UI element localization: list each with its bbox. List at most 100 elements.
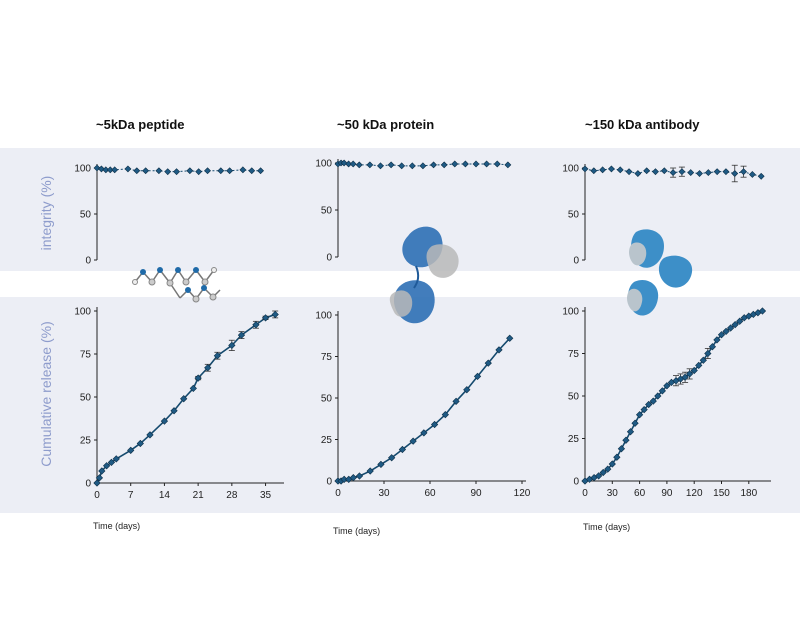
peptide-release-xtick-label: 28: [226, 490, 238, 501]
peptide-release-data-point: [194, 374, 202, 382]
protein-release-data-point: [506, 334, 514, 342]
protein-integrity-data-point: [366, 161, 374, 169]
peptide-release-data-point: [252, 321, 260, 329]
antibody-release-data-point: [686, 370, 694, 378]
antibody-release-ytick-label: 0: [573, 477, 579, 488]
peptide-integrity-data-point: [93, 164, 101, 172]
antibody-integrity-data-point: [669, 169, 677, 177]
antibody-integrity-data-point: [590, 167, 598, 175]
protein-release-series-line: [338, 337, 511, 482]
antibody-release-xtick-label: 150: [713, 488, 730, 499]
protein-release-xtick-label: 60: [424, 488, 436, 499]
antibody-release-data-point: [736, 317, 744, 325]
protein-release-data-point: [484, 359, 492, 367]
antibody-release-data-point: [631, 419, 639, 427]
x-axis-label-protein: Time (days): [333, 526, 381, 536]
antibody-integrity-data-point: [748, 171, 756, 178]
antibody-integrity-ytick-label: 0: [573, 256, 579, 267]
peptide-integrity-data-point: [204, 167, 211, 175]
antibody-release-data-point: [731, 320, 739, 329]
antibody-release-xtick-label: 30: [607, 488, 619, 499]
protein-integrity-data-point: [440, 161, 448, 169]
antibody-integrity-data-point: [687, 169, 695, 177]
protein-release-ytick-label: 25: [321, 435, 333, 446]
x-axis-label-antibody: Time (days): [583, 522, 631, 532]
antibody-release-data-point: [690, 366, 698, 375]
peptide-release-data-point: [170, 407, 178, 415]
antibody-release-ytick-label: 25: [568, 434, 580, 445]
antibody-release-data-point: [722, 327, 730, 336]
peptide-release-data-point: [103, 462, 111, 470]
antibody-release-data-point: [599, 468, 607, 477]
peptide-integrity-data-point: [257, 167, 265, 175]
antibody-release-xtick-label: 0: [582, 488, 588, 499]
peptide-integrity-data-point: [248, 167, 256, 175]
peptide-release-ytick-label: 0: [85, 479, 91, 490]
peptide-integrity-data-point: [164, 168, 172, 176]
protein-release-data-point: [366, 467, 374, 475]
antibody-release-data-point: [640, 405, 648, 414]
peptide-integrity-data-point: [239, 166, 247, 174]
peptide-integrity-data-point: [133, 167, 141, 175]
antibody-release-xtick-label: 60: [634, 488, 646, 499]
peptide-release-xtick-label: 35: [260, 490, 272, 501]
x-axis-label-peptide: Time (days): [93, 521, 141, 531]
protein-integrity-ytick-label: 0: [326, 253, 332, 264]
antibody-integrity-data-point: [678, 168, 686, 176]
protein-release-data-point: [463, 386, 471, 394]
protein-integrity-data-point: [504, 161, 512, 169]
release-band: [0, 297, 800, 513]
antibody-release-data-point: [658, 387, 666, 395]
protein-integrity-data-point: [408, 162, 416, 170]
protein-integrity-data-point: [451, 160, 459, 168]
antibody-integrity-data-point: [643, 167, 651, 175]
peptide-release-data-point: [146, 431, 154, 439]
protein-release-data-point: [377, 460, 385, 469]
peptide-integrity-data-point: [142, 167, 150, 175]
peptide-release-data-point: [180, 395, 188, 403]
antibody-integrity-data-point: [625, 168, 633, 176]
peptide-integrity-data-point: [226, 167, 234, 175]
peptide-integrity-ytick-label: 100: [74, 164, 91, 175]
panel-title-antibody: ~150 kDa antibody: [585, 117, 700, 132]
protein-integrity-data-point: [387, 161, 395, 169]
peptide-release-data-point: [107, 458, 116, 466]
peptide-integrity-data-point: [173, 168, 181, 176]
peptide-release-data-point: [261, 314, 270, 322]
antibody-integrity-data-point: [757, 172, 765, 180]
antibody-integrity-data-point: [599, 166, 607, 174]
antibody-release-data-point: [717, 331, 726, 339]
antibody-integrity-data-point: [713, 168, 721, 176]
peptide-release-data-point: [112, 455, 120, 463]
antibody-release-data-point: [704, 349, 712, 358]
protein-release-data-point: [388, 454, 396, 462]
protein-release-xtick-label: 0: [335, 488, 341, 499]
protein-molecule-icon: [389, 226, 459, 324]
antibody-release-data-point: [681, 373, 689, 381]
peptide-release-xtick-label: 21: [193, 490, 205, 501]
protein-integrity-data-point: [340, 159, 348, 167]
protein-release-ytick-label: 100: [315, 311, 332, 322]
peptide-release-ytick-label: 75: [80, 350, 92, 361]
protein-release-data-point: [349, 474, 357, 482]
peptide-integrity-data-point: [155, 167, 163, 175]
antibody-molecule-icon: [627, 229, 693, 316]
protein-integrity-ytick-label: 100: [315, 159, 332, 170]
peptide-integrity-ytick-label: 50: [80, 210, 92, 221]
antibody-integrity-data-point: [634, 170, 642, 177]
protein-release-data-point: [355, 472, 364, 480]
peptide-release-data-point: [127, 446, 135, 454]
peptide-release-xtick-label: 0: [94, 490, 100, 501]
peptide-release-data-point: [136, 439, 144, 448]
antibody-release-data-point: [604, 465, 612, 473]
antibody-release-data-point: [608, 460, 616, 468]
panel-title-protein: ~50 kDa protein: [337, 117, 435, 132]
protein-release-data-point: [430, 420, 439, 429]
protein-release-data-point: [495, 346, 503, 354]
peptide-release-data-point: [213, 352, 222, 360]
peptide-release-data-point: [189, 384, 197, 393]
protein-integrity-data-point: [419, 162, 427, 170]
protein-integrity-data-point: [483, 160, 491, 168]
antibody-release-data-point: [713, 336, 721, 344]
